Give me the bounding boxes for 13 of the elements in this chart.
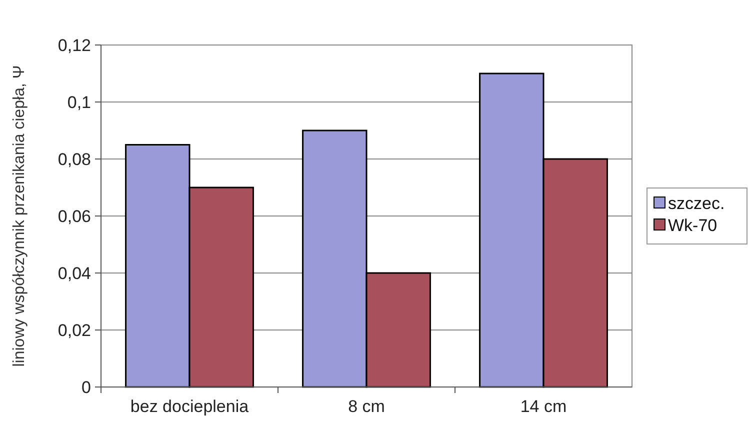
- y-tick-label: 0,06: [58, 206, 91, 226]
- y-tick-label: 0: [82, 378, 91, 397]
- x-tick-label: 8 cm: [348, 397, 385, 416]
- legend-label: Wk-70: [668, 216, 718, 235]
- legend-label: szczec.: [668, 194, 725, 213]
- y-tick-label: 0,1: [67, 92, 91, 112]
- x-tick-label: 14 cm: [520, 397, 567, 416]
- y-tick-label: 0,08: [58, 150, 91, 169]
- y-tick-label: 0,04: [58, 264, 91, 283]
- y-tick-label: 0,02: [58, 320, 91, 340]
- y-tick-label: 0,12: [58, 36, 91, 55]
- x-tick-label: bez docieplenia: [130, 397, 250, 416]
- y-axis-title: liniowy współczynnik przenikania ciepła, Ψ: [11, 65, 28, 367]
